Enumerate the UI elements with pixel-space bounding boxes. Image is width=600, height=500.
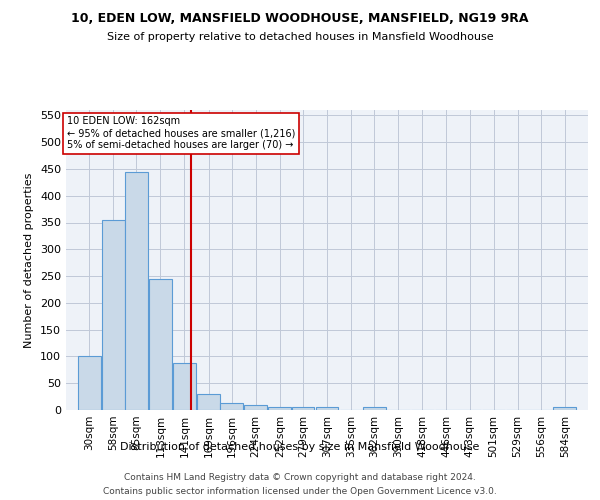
Bar — [316, 408, 338, 410]
Bar — [363, 407, 386, 410]
Bar — [125, 172, 148, 410]
Y-axis label: Number of detached properties: Number of detached properties — [25, 172, 34, 348]
Bar — [244, 404, 267, 410]
Bar — [102, 220, 125, 410]
Bar — [197, 394, 220, 410]
Bar — [553, 408, 576, 410]
Bar — [173, 363, 196, 410]
Bar — [292, 408, 314, 410]
Text: 10 EDEN LOW: 162sqm
← 95% of detached houses are smaller (1,216)
5% of semi-deta: 10 EDEN LOW: 162sqm ← 95% of detached ho… — [67, 116, 295, 150]
Bar — [268, 407, 291, 410]
Bar — [78, 356, 101, 410]
Text: Distribution of detached houses by size in Mansfield Woodhouse: Distribution of detached houses by size … — [121, 442, 479, 452]
Text: 10, EDEN LOW, MANSFIELD WOODHOUSE, MANSFIELD, NG19 9RA: 10, EDEN LOW, MANSFIELD WOODHOUSE, MANSF… — [71, 12, 529, 26]
Bar — [149, 279, 172, 410]
Bar — [220, 402, 243, 410]
Text: Contains HM Land Registry data © Crown copyright and database right 2024.: Contains HM Land Registry data © Crown c… — [124, 472, 476, 482]
Text: Contains public sector information licensed under the Open Government Licence v3: Contains public sector information licen… — [103, 488, 497, 496]
Text: Size of property relative to detached houses in Mansfield Woodhouse: Size of property relative to detached ho… — [107, 32, 493, 42]
